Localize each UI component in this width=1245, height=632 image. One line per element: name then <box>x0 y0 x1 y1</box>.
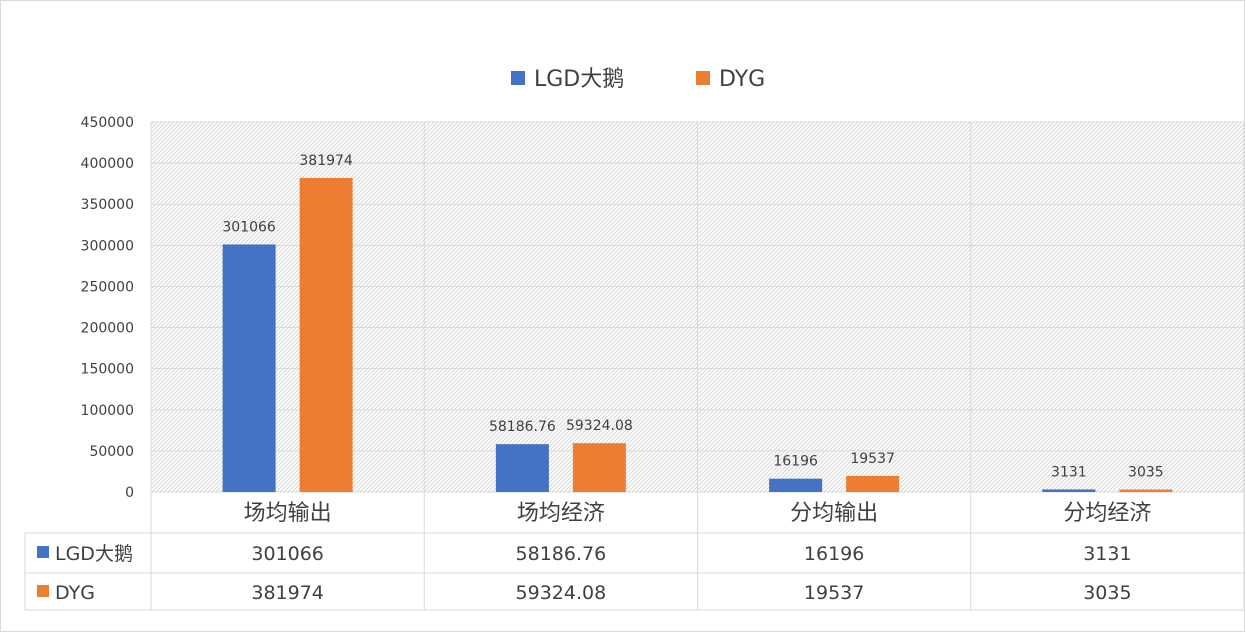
category-label: 分均输出 <box>790 501 878 526</box>
y-tick-label: 450000 <box>81 115 134 131</box>
category-label: 场均经济 <box>517 501 605 526</box>
data-label: 3131 <box>1051 464 1087 480</box>
table-cell: 3131 <box>1083 543 1131 565</box>
y-tick-label: 0 <box>125 485 134 501</box>
legend-key-DYG <box>696 71 710 85</box>
table-cell: 19537 <box>804 582 864 604</box>
legend-label: DYG <box>719 67 765 92</box>
y-tick-label: 250000 <box>81 279 134 295</box>
y-tick-label: 150000 <box>81 362 134 378</box>
data-label: 301066 <box>222 219 276 235</box>
table-cell: 301066 <box>251 543 324 565</box>
y-tick-label: 200000 <box>81 321 134 337</box>
table-cell: 58186.76 <box>516 543 607 565</box>
y-tick-label: 50000 <box>89 444 134 460</box>
table-cell: 381974 <box>251 582 324 604</box>
table-series-name: DYG <box>55 582 95 604</box>
category-label: 分均经济 <box>1063 501 1151 526</box>
bar-LGD大鹅-分均输出 <box>769 478 823 492</box>
bar-DYG-分均输出 <box>846 475 900 492</box>
table-series-name: LGD大鹅 <box>55 543 133 565</box>
y-tick-label: 100000 <box>81 403 134 419</box>
bar-LGD大鹅-场均经济 <box>495 444 549 492</box>
data-label: 381974 <box>299 153 353 169</box>
bar-DYG-场均经济 <box>572 443 626 492</box>
data-label: 3035 <box>1128 465 1164 481</box>
bar-LGD大鹅-分均经济 <box>1042 489 1096 492</box>
data-label: 59324.08 <box>566 418 633 434</box>
table-legend-key-LGD大鹅 <box>37 546 49 558</box>
data-label: 16196 <box>773 454 818 470</box>
y-tick-label: 350000 <box>81 197 134 213</box>
table-cell: 3035 <box>1083 582 1131 604</box>
table-cell: 59324.08 <box>516 582 607 604</box>
bar-DYG-场均输出 <box>299 177 353 492</box>
table-legend-key-DYG <box>37 585 49 597</box>
data-label: 19537 <box>850 451 895 467</box>
bar-LGD大鹅-场均输出 <box>222 244 276 492</box>
data-label: 58186.76 <box>489 419 556 435</box>
category-label: 场均输出 <box>244 501 332 526</box>
table-cell: 16196 <box>804 543 864 565</box>
legend-key-LGD大鹅 <box>511 71 525 85</box>
bar-DYG-分均经济 <box>1119 489 1173 492</box>
legend-label: LGD大鹅 <box>534 67 624 92</box>
y-tick-label: 300000 <box>81 238 134 254</box>
y-tick-label: 400000 <box>81 156 134 172</box>
